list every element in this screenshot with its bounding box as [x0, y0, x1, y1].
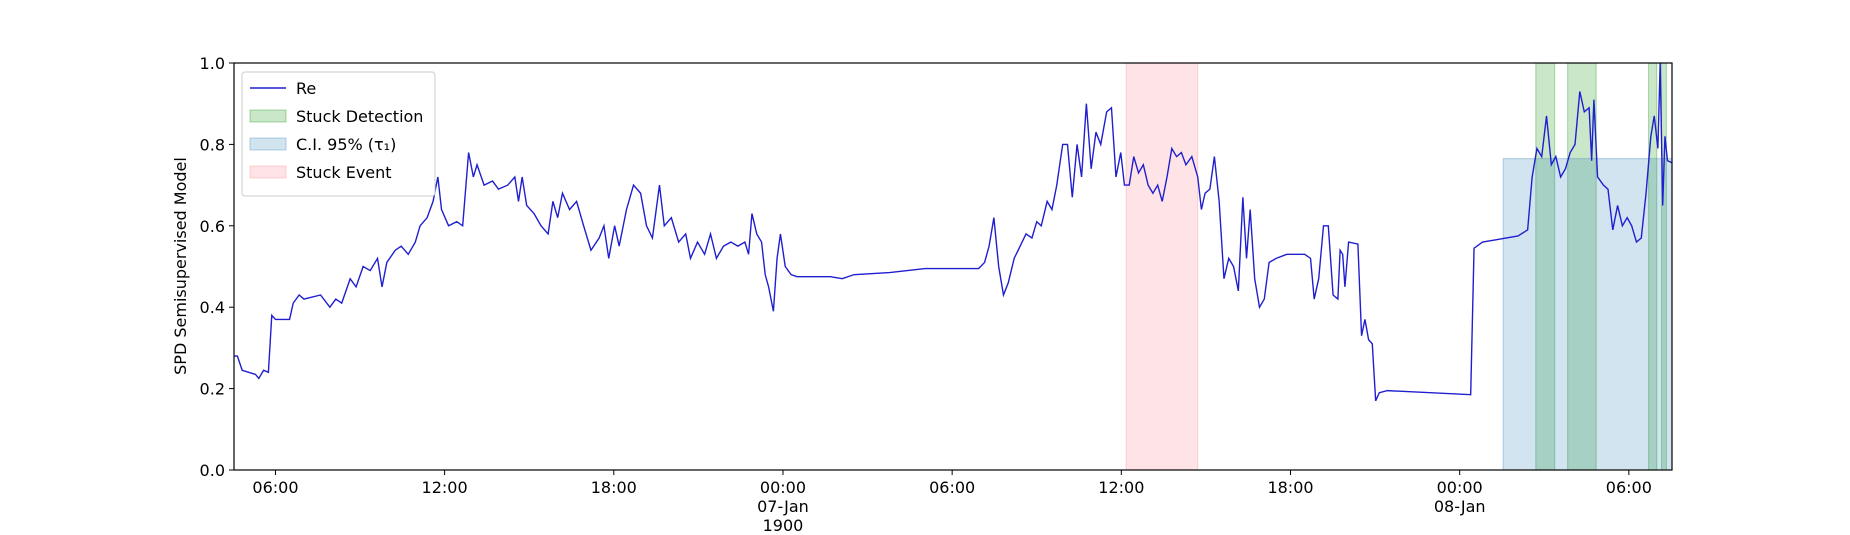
x-tick-label: 00:00 08-Jan: [1433, 478, 1486, 516]
y-tick-label: 0.0: [200, 461, 225, 480]
legend-label: Stuck Detection: [296, 107, 423, 126]
legend-swatch: [249, 137, 287, 151]
x-tick-label: 18:00: [1267, 478, 1314, 497]
x-tick-label: 00:00 07-Jan 1900: [757, 478, 809, 535]
x-tick-label: 12:00: [1098, 478, 1145, 497]
span: [1125, 62, 1199, 471]
legend-swatch: [249, 165, 287, 179]
y-tick-label: 1.0: [200, 54, 225, 73]
x-tick-label: 12:00: [421, 478, 468, 497]
legend-box: [241, 71, 436, 197]
x-tick-label: 06:00: [929, 478, 976, 497]
x-tick-label: 18:00: [590, 478, 637, 497]
y-tick-label: 0.4: [200, 298, 225, 317]
y-tick-label: 0.2: [200, 380, 225, 399]
axes-frame: [233, 62, 1673, 471]
line-series: [234, 62, 1673, 402]
y-tick-label: 0.8: [200, 135, 225, 154]
legend-label: Re: [296, 79, 316, 98]
x-tick-label: 06:00: [252, 478, 299, 497]
legend-label: C.I. 95% (τ₁): [296, 135, 396, 154]
legend-swatch: [249, 109, 287, 123]
legend: Re Stuck Detection C.I. 95% (τ₁) Stuck Even…: [241, 71, 436, 197]
y-axis-label: SPD Semisupervised Model: [171, 157, 190, 375]
y-tick-label: 0.6: [200, 217, 225, 236]
legend-label: Stuck Event: [296, 163, 392, 182]
span: [1502, 158, 1673, 471]
x-tick-label: 06:00: [1605, 478, 1652, 497]
span: [1567, 62, 1597, 471]
